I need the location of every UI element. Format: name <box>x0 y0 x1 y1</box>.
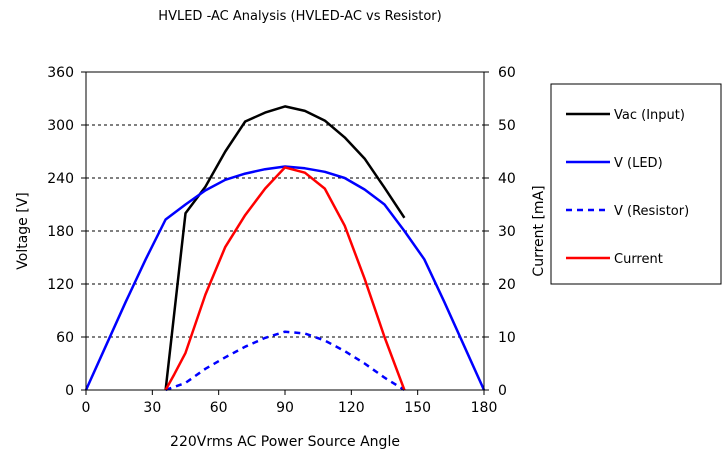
y-tick-label: 240 <box>47 171 74 187</box>
x-tick-label: 0 <box>82 400 91 416</box>
y2-tick-label: 0 <box>498 383 507 399</box>
y2-tick-label: 30 <box>498 224 516 240</box>
x-tick-label: 90 <box>276 400 294 416</box>
legend-label-1: V (LED) <box>614 156 663 171</box>
y-tick-label: 60 <box>56 330 74 346</box>
x-tick-label: 30 <box>143 400 161 416</box>
y2-axis-ticks: 0 10 20 30 40 50 60 <box>484 65 516 399</box>
legend-label-3: Current <box>614 252 663 267</box>
y2-tick-label: 60 <box>498 65 516 81</box>
y-tick-label: 120 <box>47 277 74 293</box>
y-tick-label: 0 <box>65 383 74 399</box>
y-tick-label: 360 <box>47 65 74 81</box>
y2-tick-label: 50 <box>498 118 516 134</box>
chart-title: HVLED -AC Analysis (HVLED-AC vs Resistor… <box>158 9 441 24</box>
y2-tick-label: 10 <box>498 330 516 346</box>
gridlines <box>86 124 484 338</box>
series-line-0 <box>164 105 406 391</box>
legend: Vac (Input) V (LED) V (Resistor) Current <box>550 83 722 285</box>
y-axis-ticks: 0 60 120 180 240 300 360 <box>47 65 86 399</box>
y2-tick-label: 40 <box>498 171 516 187</box>
x-tick-label: 150 <box>404 400 431 416</box>
y-tick-label: 300 <box>47 118 74 134</box>
legend-label-2: V (Resistor) <box>614 204 689 219</box>
x-axis-ticks: 0 30 60 90 120 150 180 <box>82 390 498 416</box>
x-axis-label: 220Vrms AC Power Source Angle <box>170 434 400 450</box>
y2-tick-label: 20 <box>498 277 516 293</box>
x-tick-label: 60 <box>210 400 228 416</box>
y-tick-label: 180 <box>47 224 74 240</box>
series-line-3 <box>164 166 406 391</box>
legend-label-0: Vac (Input) <box>614 108 685 123</box>
y2-axis-label: Current [mA] <box>531 185 547 276</box>
series-lines <box>84 105 486 392</box>
legend-box <box>550 83 722 285</box>
series-line-1 <box>84 165 486 391</box>
x-tick-label: 120 <box>338 400 365 416</box>
series-line-2 <box>165 330 406 392</box>
x-tick-label: 180 <box>471 400 498 416</box>
y-axis-label: Voltage [V] <box>15 192 31 269</box>
